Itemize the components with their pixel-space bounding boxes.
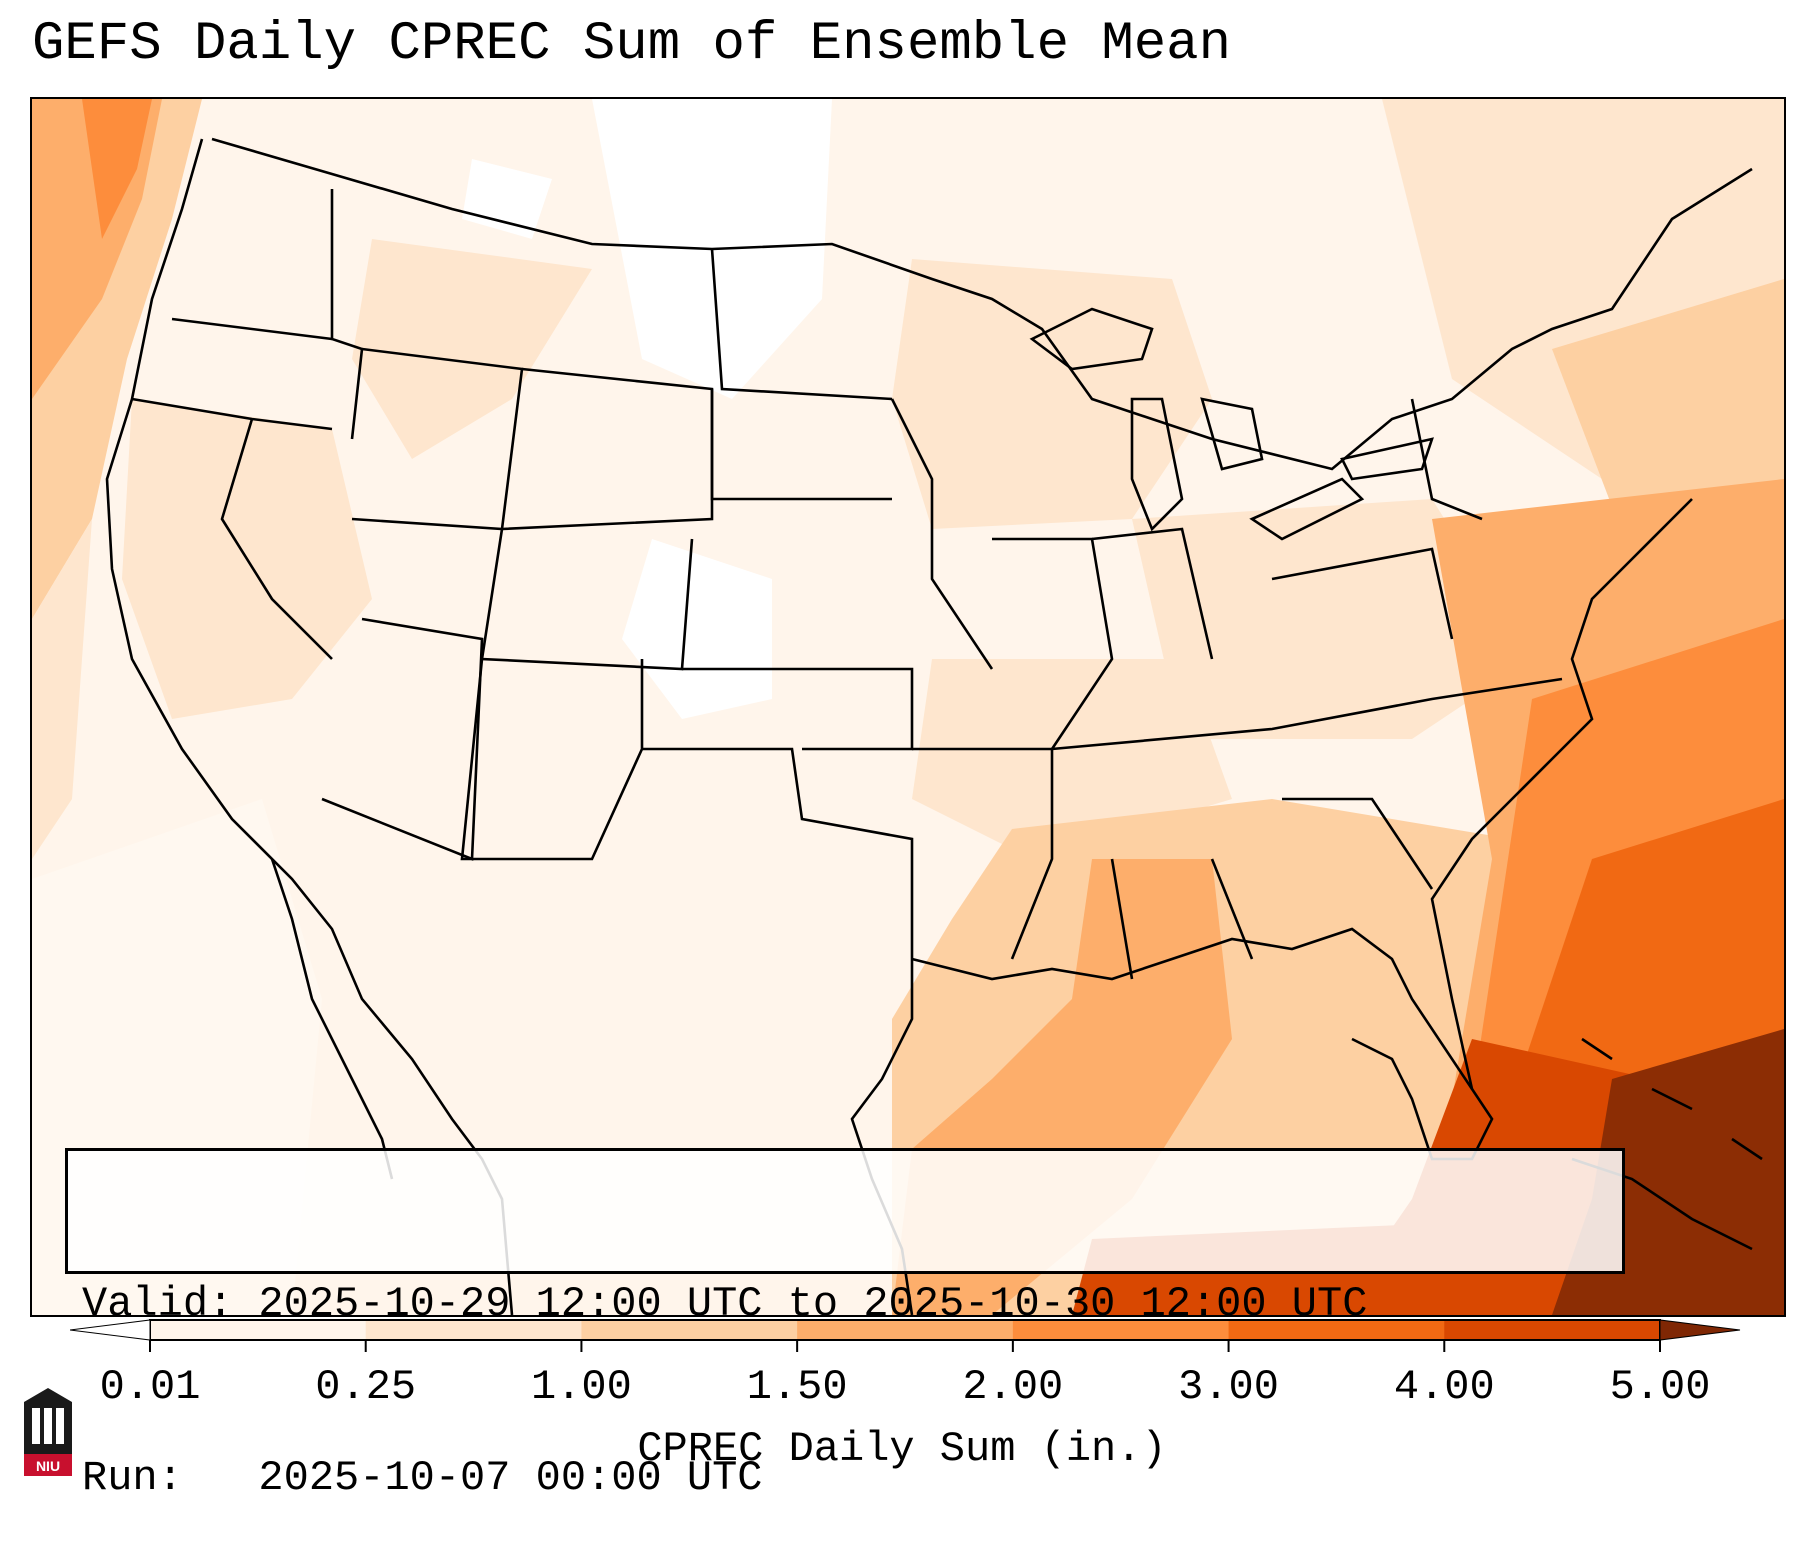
mn-ia-mo <box>890 398 994 670</box>
nd-sd <box>710 248 893 401</box>
colorbar-tick-label: 2.00 <box>962 1363 1064 1411</box>
niu-logo-icon: NIU <box>24 1388 72 1476</box>
colorbar-tick-label: 1.50 <box>746 1363 848 1411</box>
sc-border <box>1282 797 1434 890</box>
colorbar-segment <box>1012 1320 1230 1340</box>
colorbar-ticks <box>149 1340 1661 1352</box>
colorbar-segment <box>1228 1320 1445 1340</box>
west-coastline <box>105 138 514 1315</box>
great-lakes <box>1029 307 1434 541</box>
valid-time-box: Valid: 2025-10-29 12:00 UTC to 2025-10-3… <box>65 1148 1625 1502</box>
nm-border <box>460 658 644 861</box>
il-border <box>992 537 1114 750</box>
id-border <box>330 189 364 440</box>
precip-map <box>32 99 1784 1315</box>
svg-text:NIU: NIU <box>36 1458 60 1474</box>
map-panel <box>30 97 1786 1317</box>
in-oh <box>1091 527 1214 660</box>
al-ga <box>1210 858 1254 960</box>
colorbar-extend-over <box>1659 1319 1741 1341</box>
nv-border <box>220 418 333 660</box>
colorbar-segment <box>150 1320 367 1340</box>
sd-ne <box>710 389 892 501</box>
colorbar-tick-label: 1.00 <box>531 1363 632 1411</box>
wa-or-border <box>171 317 333 341</box>
gulf-coast-east <box>911 927 1494 1161</box>
bahamas-2 <box>1651 1087 1693 1111</box>
az-border <box>321 617 484 861</box>
colorbar-tick-label: 0.25 <box>315 1363 417 1411</box>
colorbar-tick-label: 5.00 <box>1609 1363 1711 1411</box>
east-coastline <box>1430 498 1693 1090</box>
lake-superior <box>1029 307 1154 371</box>
run-time-line: Run: 2025-10-07 00:00 UTC <box>82 1454 763 1502</box>
colorbar-label: CPREC Daily Sum (in.) <box>637 1425 1167 1473</box>
lake-erie <box>1249 477 1365 541</box>
mt-wy-id <box>351 347 524 531</box>
colorbar-tick-label: 0.01 <box>99 1363 201 1411</box>
pa-border <box>1271 547 1454 640</box>
lake-huron <box>1200 397 1264 471</box>
pacific-precip-band <box>32 99 202 859</box>
colorbar-segment <box>797 1320 1014 1340</box>
colorbar-segment <box>581 1320 798 1340</box>
gulf-precip-band <box>892 479 1784 1315</box>
colorbar-tick-label: 3.00 <box>1178 1363 1279 1411</box>
baja-coastline <box>270 858 394 1180</box>
map-title: GEFS Daily CPREC Sum of Ensemble Mean <box>32 14 1231 75</box>
colorbar-segments <box>149 1319 1661 1341</box>
co-ut <box>480 528 694 671</box>
tn-nc-va <box>1051 677 1563 751</box>
tx-ok <box>642 747 914 959</box>
colorbar-segment <box>1444 1320 1661 1340</box>
bahamas-3 <box>1731 1137 1763 1161</box>
colorbar-extend-under <box>70 1319 151 1341</box>
lake-michigan <box>1130 397 1184 532</box>
lake-ontario <box>1340 437 1434 481</box>
ny-ne <box>1410 398 1483 521</box>
canada-border <box>211 137 1753 471</box>
bahamas-1 <box>1581 1037 1613 1061</box>
colorbar-segment <box>365 1320 582 1340</box>
colorbar <box>70 1319 1741 1352</box>
political-boundaries <box>105 137 1753 1315</box>
ks-ok <box>682 667 914 751</box>
colorbar-tick-label: 4.00 <box>1393 1363 1495 1411</box>
ms-al <box>1110 858 1134 980</box>
ar-la <box>912 747 1054 960</box>
